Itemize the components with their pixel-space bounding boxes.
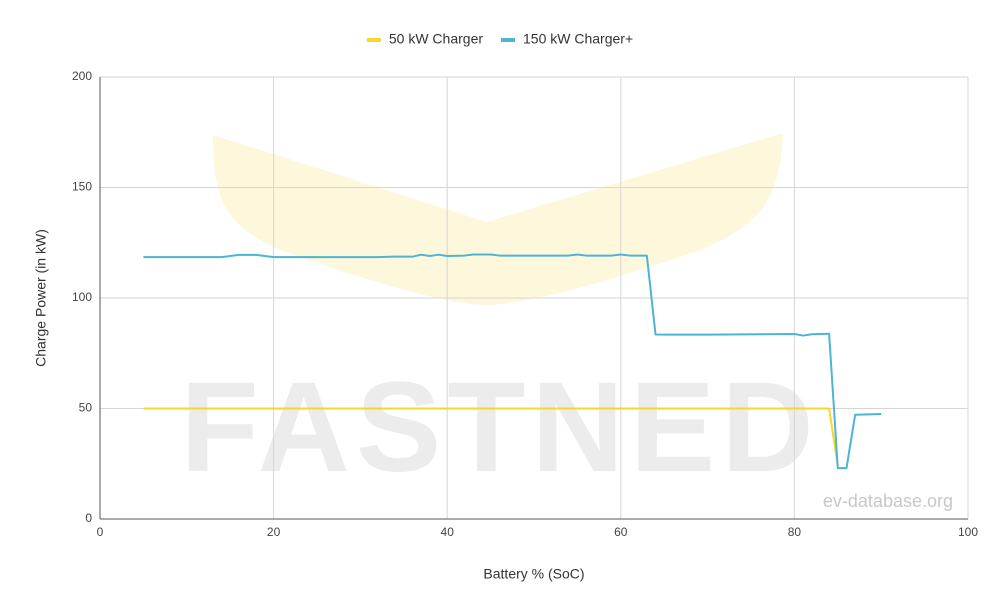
x-tick-label: 0 — [97, 525, 104, 539]
x-tick-label: 80 — [788, 525, 802, 539]
watermark: FASTNED — [180, 356, 819, 499]
y-tick-label: 100 — [72, 290, 92, 304]
watermark-logo — [213, 133, 783, 305]
y-tick-label: 200 — [72, 69, 92, 83]
y-axis-title: Charge Power (in kW) — [33, 229, 49, 367]
series-line — [143, 253, 882, 470]
x-tick-label: 100 — [958, 525, 978, 539]
series-line — [143, 407, 839, 467]
source: ev-database.org — [823, 491, 953, 511]
y-tick-label: 150 — [72, 180, 92, 194]
y-tick-label: 0 — [85, 511, 92, 525]
legend: 50 kW Charger 150 kW Charger+ — [366, 31, 633, 47]
x-tick-label: 40 — [441, 525, 455, 539]
legend-label: 50 kW Charger — [389, 31, 483, 47]
legend-swatch — [366, 38, 381, 42]
x-tick-label: 60 — [614, 525, 628, 539]
legend-label: 150 kW Charger+ — [523, 31, 633, 47]
y-tick-label: 50 — [79, 401, 93, 415]
x-axis-title: Battery % (SoC) — [483, 566, 584, 582]
x-tick-label: 20 — [267, 525, 281, 539]
legend-swatch — [501, 38, 516, 42]
